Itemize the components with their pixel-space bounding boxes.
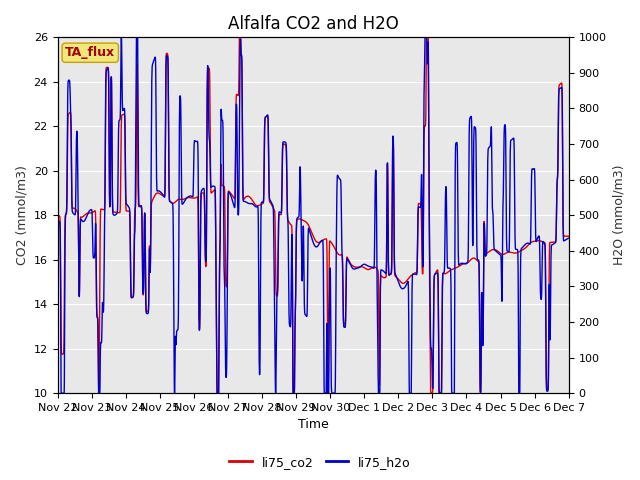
X-axis label: Time: Time [298,419,328,432]
Legend: li75_co2, li75_h2o: li75_co2, li75_h2o [224,451,416,474]
Y-axis label: H2O (mmol/m3): H2O (mmol/m3) [612,165,625,265]
Y-axis label: CO2 (mmol/m3): CO2 (mmol/m3) [15,165,28,265]
Title: Alfalfa CO2 and H2O: Alfalfa CO2 and H2O [228,15,399,33]
Text: TA_flux: TA_flux [65,46,115,59]
